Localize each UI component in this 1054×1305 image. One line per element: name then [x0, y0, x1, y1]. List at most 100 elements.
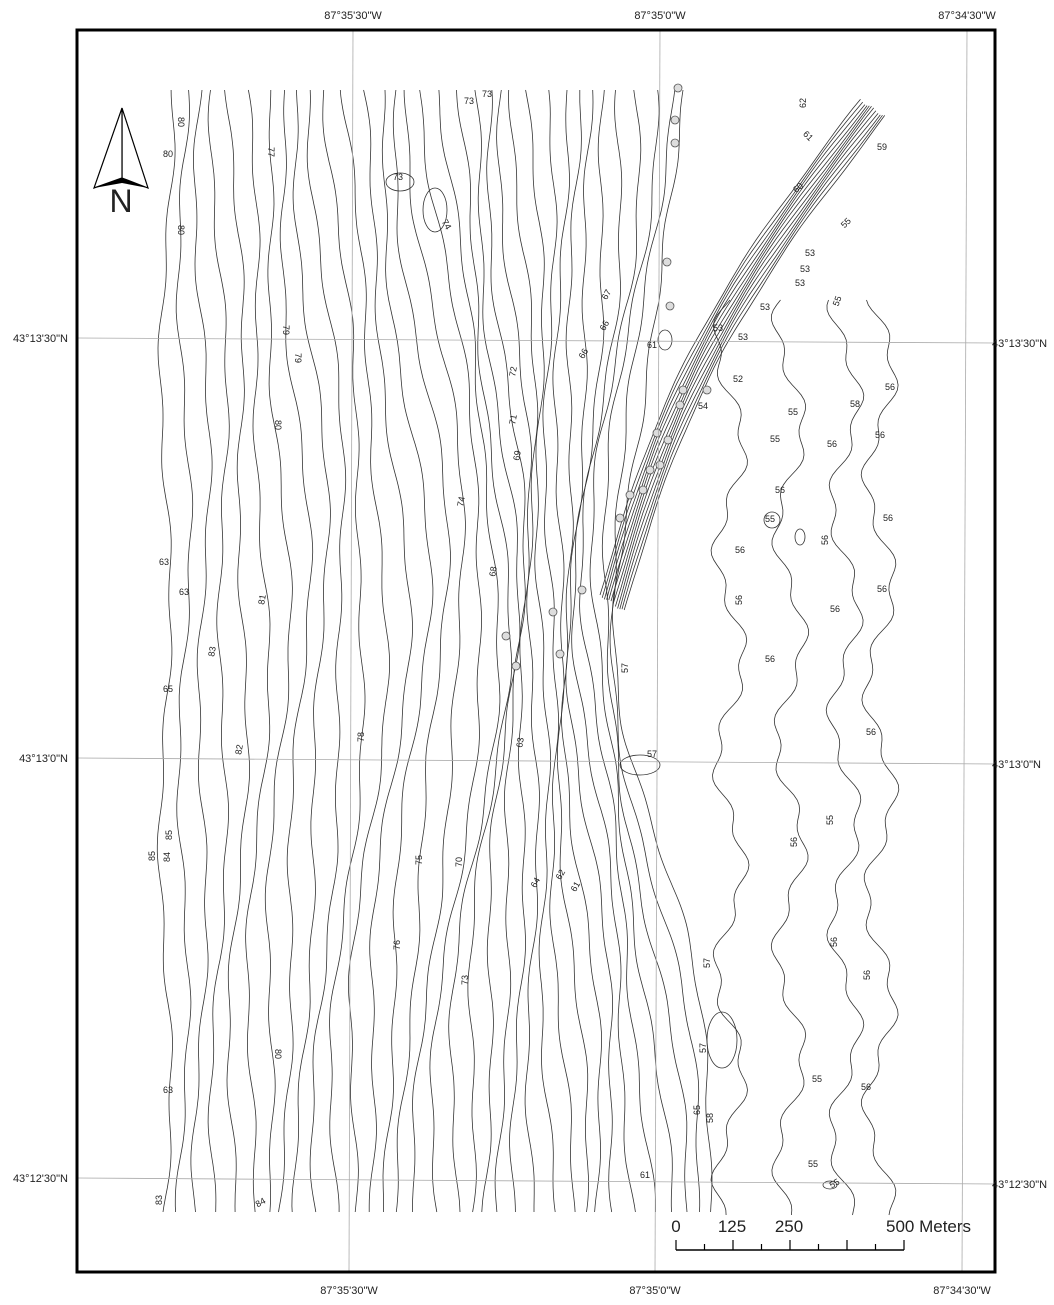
grid-line: [76, 757, 996, 765]
top-label: 87°35'0"W: [634, 10, 686, 22]
contour-line: [825, 299, 865, 1216]
contour-loop: [657, 329, 673, 351]
contour-label: 62: [554, 868, 568, 882]
bottom-label: 87°35'0"W: [629, 1285, 681, 1297]
contour-line: [525, 89, 556, 1213]
arrow-base: [94, 178, 148, 188]
contour-line: [306, 89, 347, 1213]
sounding-dot: [670, 138, 680, 148]
contour-line: [579, 89, 656, 1212]
right-label: 43°13'0"N: [992, 759, 1041, 771]
contour-label: 55: [808, 1159, 818, 1169]
contour-label: 55: [825, 815, 835, 825]
contour-line: [438, 89, 501, 1213]
grid-line: [348, 29, 354, 1273]
contour-line: [224, 89, 250, 1213]
contour-label: 57: [620, 663, 630, 673]
contour-label: 55: [828, 1177, 842, 1191]
contour-label: 60: [791, 181, 805, 195]
contour-label: 56: [861, 1082, 871, 1092]
sounding-dot: [652, 428, 662, 438]
contour-label: 61: [640, 1170, 650, 1180]
contour-label: 63: [163, 1085, 173, 1095]
contour-line: [611, 89, 713, 1213]
contour-label: 52: [733, 374, 743, 384]
contour-line: [245, 89, 271, 1213]
contour-loop: [794, 528, 806, 546]
contour-label: 73: [464, 96, 474, 106]
contour-label: 53: [795, 278, 805, 288]
grid-line: [76, 1177, 996, 1185]
contours: [156, 83, 900, 1216]
bottom-label: 87°34'30"W: [933, 1285, 991, 1297]
contour-label: 83: [206, 646, 218, 658]
sounding-dot: [615, 513, 625, 523]
contour-line: [508, 89, 540, 1212]
grid-line: [654, 29, 661, 1273]
sounding-dot: [655, 460, 665, 470]
sounding-dot: [702, 385, 712, 395]
contour-label: 54: [698, 401, 708, 411]
contour-label: 55: [812, 1074, 822, 1084]
sounding-dot: [665, 301, 675, 311]
right-label: 43°13'30"N: [992, 338, 1047, 350]
sounding-dot: [638, 485, 648, 495]
contour-label: 65: [163, 684, 173, 694]
contour-label: 66: [577, 347, 591, 361]
contour-label: 77: [266, 147, 276, 157]
contour-line: [496, 89, 533, 1213]
contour-label: 53: [713, 323, 723, 333]
contour-line: [615, 110, 877, 607]
sounding-dot: [645, 465, 655, 475]
contour-line: [770, 299, 810, 1216]
contour-line: [610, 105, 872, 602]
contour-label: 59: [877, 142, 887, 152]
contour-label: 56: [877, 584, 887, 594]
contour-label: 85: [164, 830, 174, 840]
contour-label: 57: [698, 1043, 708, 1053]
contour-label: 64: [529, 876, 543, 890]
sounding-dot: [501, 631, 511, 641]
contour-loop: [422, 187, 448, 233]
contour-label: 56: [827, 439, 837, 449]
contour-label: 84: [162, 852, 172, 862]
contour-line: [571, 89, 636, 1213]
contour-line: [474, 89, 521, 1213]
map-frame: [75, 28, 997, 1274]
contour-line: [381, 89, 434, 1212]
right-label: 43°12'30"N: [992, 1179, 1047, 1191]
contour-label: 78: [356, 732, 366, 742]
top-label: 87°35'30"W: [324, 10, 382, 22]
contour-label: 74: [440, 218, 454, 232]
left-label: 43°13'30"N: [13, 333, 68, 345]
north-arrow: N: [93, 107, 149, 219]
contour-label: 79: [293, 353, 303, 363]
contour-label: 82: [233, 744, 245, 756]
contour-label: 58: [850, 399, 860, 409]
contour-label: 55: [788, 407, 798, 417]
sounding-dot: [675, 400, 685, 410]
contour-line: [403, 89, 466, 1213]
contour-label: 63: [514, 737, 526, 749]
contour-label: 73: [460, 975, 470, 985]
scale-label: 500 Meters: [886, 1217, 971, 1236]
contour-label: 61: [647, 340, 657, 350]
contour-label: 56: [830, 604, 840, 614]
contour-label: 56: [734, 595, 744, 605]
contour-line: [619, 114, 881, 610]
contour-line: [710, 299, 750, 1216]
contour-line: [608, 105, 870, 601]
contour-label: 80: [273, 420, 283, 430]
contour-line: [860, 299, 900, 1216]
left-label: 43°13'0"N: [19, 753, 68, 765]
sounding-dot: [663, 435, 673, 445]
contour-line: [190, 89, 213, 1213]
sounding-dot: [625, 490, 635, 500]
contour-label: 80: [273, 1049, 283, 1059]
contour-label: 53: [760, 302, 770, 312]
contour-label: 80: [163, 149, 173, 159]
scale-bar: 0 125 250 500 Meters: [671, 1217, 971, 1251]
contour-line: [565, 89, 613, 1213]
